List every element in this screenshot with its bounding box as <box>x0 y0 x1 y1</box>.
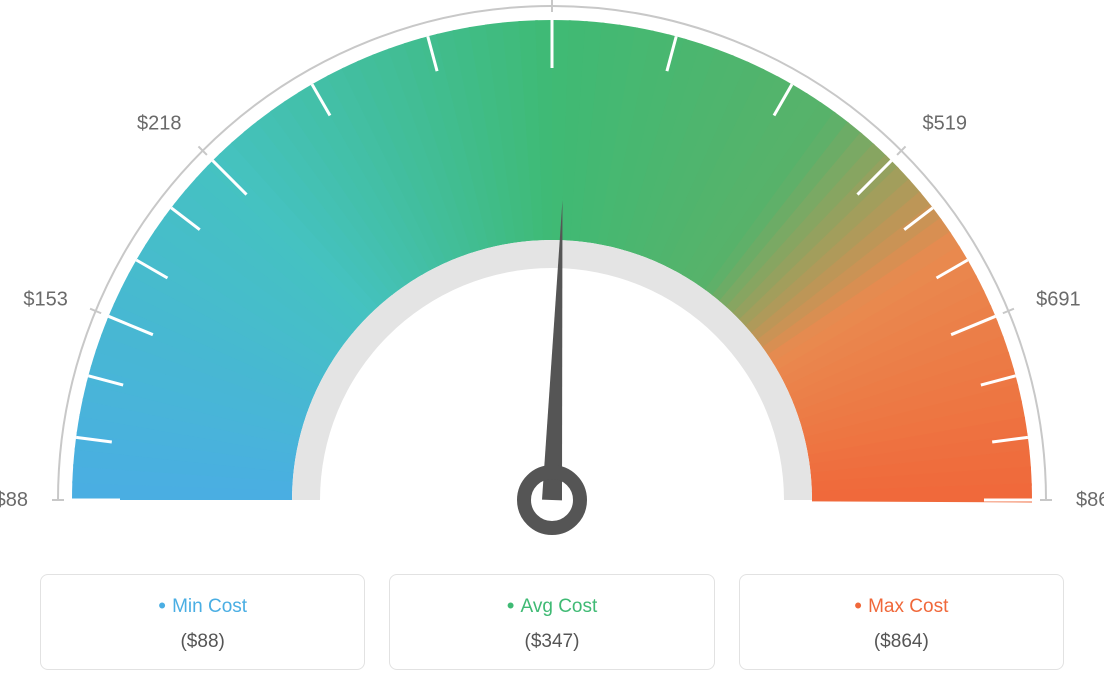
svg-text:$218: $218 <box>137 112 182 134</box>
legend-label-avg: Avg Cost <box>400 593 703 619</box>
cost-gauge-chart: $88$153$218$347$519$691$864 Min Cost ($8… <box>0 0 1104 690</box>
legend-value-max: ($864) <box>750 631 1053 653</box>
svg-text:$519: $519 <box>923 112 968 134</box>
svg-text:$88: $88 <box>0 489 28 511</box>
legend-card-max: Max Cost ($864) <box>739 574 1064 670</box>
legend-value-min: ($88) <box>51 631 354 653</box>
legend-value-avg: ($347) <box>400 631 703 653</box>
legend-card-avg: Avg Cost ($347) <box>389 574 714 670</box>
legend-card-min: Min Cost ($88) <box>40 574 365 670</box>
legend-label-min: Min Cost <box>51 593 354 619</box>
svg-text:$153: $153 <box>23 288 68 310</box>
legend-label-max: Max Cost <box>750 593 1053 619</box>
gauge-svg: $88$153$218$347$519$691$864 <box>0 0 1104 560</box>
svg-text:$864: $864 <box>1076 489 1104 511</box>
legend-row: Min Cost ($88) Avg Cost ($347) Max Cost … <box>40 574 1064 670</box>
gauge-area: $88$153$218$347$519$691$864 <box>0 0 1104 560</box>
svg-text:$691: $691 <box>1036 288 1081 310</box>
